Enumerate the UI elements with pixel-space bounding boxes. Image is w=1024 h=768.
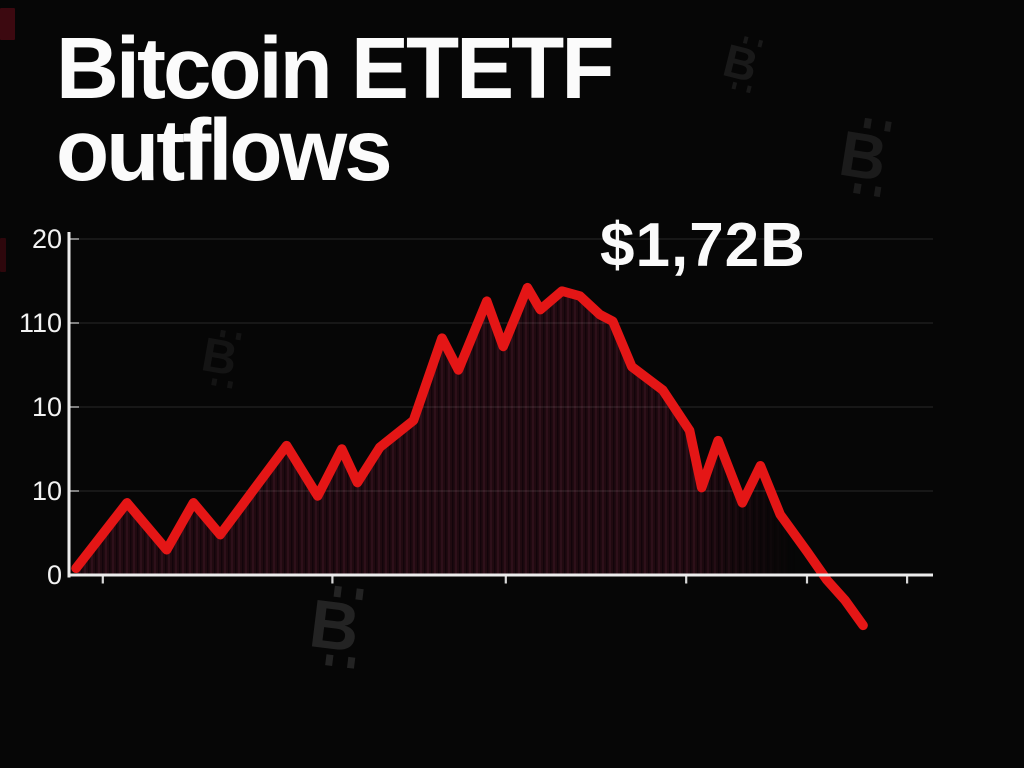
title-line-2: outflows bbox=[56, 101, 393, 199]
area-fill bbox=[76, 287, 807, 575]
x-axis-tick bbox=[101, 576, 104, 584]
x-axis-tick bbox=[504, 576, 507, 584]
x-axis-tick bbox=[906, 576, 909, 584]
x-axis-tick bbox=[805, 576, 809, 584]
y-axis-tick bbox=[70, 490, 79, 492]
x-axis bbox=[67, 573, 933, 577]
y-axis-tick bbox=[70, 322, 79, 324]
outflows-series-line bbox=[71, 282, 868, 631]
y-axis-tick bbox=[70, 238, 79, 240]
y-axis bbox=[67, 232, 71, 578]
y-axis-label: 10 bbox=[31, 476, 62, 506]
gridline bbox=[70, 490, 933, 492]
x-axis-tick bbox=[331, 576, 334, 584]
page-title: Bitcoin ETETF outflows bbox=[56, 20, 614, 199]
x-axis-tick bbox=[685, 576, 688, 584]
edge-artifact bbox=[0, 238, 6, 272]
gridline bbox=[70, 238, 933, 240]
gridline bbox=[70, 406, 933, 408]
gridline bbox=[70, 322, 933, 324]
y-axis-label: 10 bbox=[31, 392, 62, 422]
y-axis-label: 20 bbox=[31, 224, 62, 254]
title-line-1: Bitcoin ETETF bbox=[56, 20, 614, 117]
outflow-value-annotation: $1,72B bbox=[600, 211, 806, 280]
y-axis-tick bbox=[70, 406, 79, 408]
y-axis-label: 0 bbox=[46, 560, 62, 590]
edge-artifact bbox=[0, 8, 15, 40]
y-axis-label: 110 bbox=[18, 308, 62, 338]
